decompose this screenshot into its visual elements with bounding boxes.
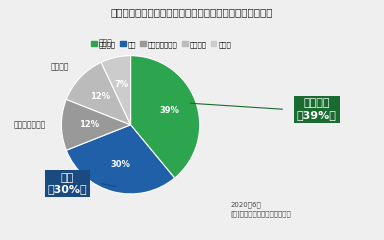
Wedge shape (131, 56, 200, 178)
Text: その他: その他 (98, 38, 112, 47)
Text: 12%: 12% (79, 120, 99, 129)
Legend: 調剤薬局, 病院, ドラッグストア, 一般企業, その他: 調剤薬局, 病院, ドラッグストア, 一般企業, その他 (89, 38, 234, 50)
Wedge shape (61, 99, 131, 150)
Text: 7%: 7% (114, 80, 129, 89)
Wedge shape (66, 125, 175, 194)
Text: 病院
（30%）: 病院 （30%） (47, 173, 87, 194)
Text: 39%: 39% (160, 106, 179, 115)
Text: 30%: 30% (110, 161, 130, 169)
Text: 12%: 12% (90, 92, 110, 101)
Text: 一般企業: 一般企業 (51, 63, 69, 72)
Text: 2020年6月
[株]ＣＢホールディングス調べ: 2020年6月 [株]ＣＢホールディングス調べ (230, 202, 291, 217)
Wedge shape (66, 62, 131, 125)
Text: ドラッグストア: ドラッグストア (14, 120, 46, 129)
Wedge shape (101, 56, 131, 125)
Text: 就職先の第一志望として考えている機関を教えてください: 就職先の第一志望として考えている機関を教えてください (111, 7, 273, 17)
Text: 調剤薬局
（39%）: 調剤薬局 （39%） (297, 98, 337, 120)
